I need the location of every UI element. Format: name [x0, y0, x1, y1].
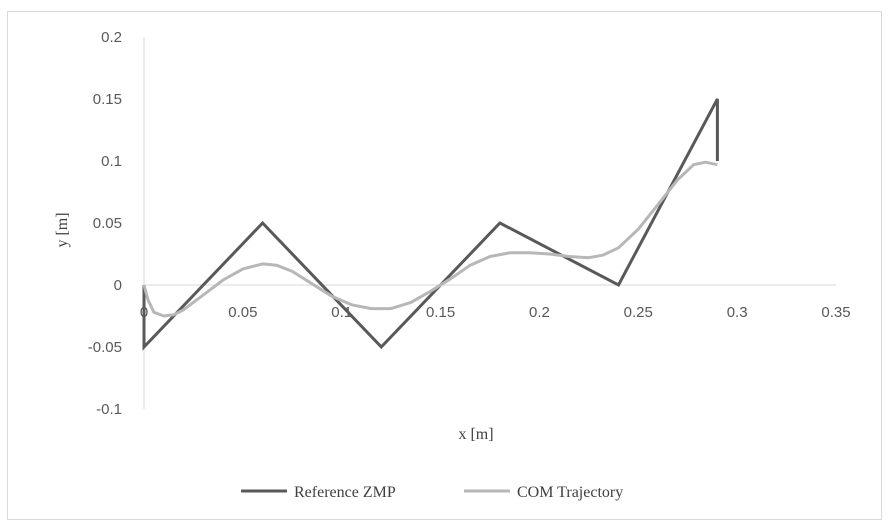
- x-tick-label: 0.3: [727, 304, 748, 321]
- y-tick-label: 0.15: [93, 91, 122, 108]
- x-tick-label: 0.05: [228, 304, 257, 321]
- axes: [143, 37, 836, 409]
- x-tick-label: 0: [140, 304, 148, 321]
- tick-labels: 0 0.05 0.1 0.15 0.2 0.25 0.3 0.35 -0.1 -0.05 0 0.05…: [88, 29, 851, 418]
- series-line-com-trajectory: [142, 160, 718, 318]
- legend: Reference ZMP COM Trajectory: [241, 484, 623, 501]
- y-tick-label: 0.05: [93, 215, 122, 232]
- y-tick-label: 0: [114, 277, 122, 294]
- chart-area: [7, 11, 882, 520]
- legend-label-com-trajectory: COM Trajectory: [517, 484, 623, 501]
- series-layer: [142, 98, 719, 351]
- y-tick-label: 0.1: [101, 153, 122, 170]
- y-tick-label: 0.2: [101, 29, 122, 46]
- x-tick-label: 0.25: [624, 304, 653, 321]
- legend-label-reference-zmp: Reference ZMP: [294, 484, 396, 501]
- y-axis-title: y [m]: [54, 212, 71, 247]
- y-tick-label: -0.1: [96, 401, 122, 418]
- x-axis-title: x [m]: [458, 426, 493, 443]
- x-tick-label: 0.35: [821, 304, 850, 321]
- y-tick-label: -0.05: [88, 339, 122, 356]
- x-tick-label: 0.1: [331, 304, 352, 321]
- x-tick-label: 0.15: [426, 304, 455, 321]
- x-tick-label: 0.2: [529, 304, 550, 321]
